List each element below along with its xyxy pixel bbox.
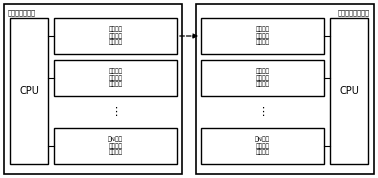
Text: ⋮: ⋮ [110, 107, 121, 117]
Bar [201, 128, 324, 164]
Text: CPU: CPU [19, 86, 39, 96]
Bar [54, 18, 177, 54]
Text: 第N种距
距离无线
通信模块: 第N种距 距离无线 通信模块 [108, 137, 123, 155]
Text: ⋮: ⋮ [257, 107, 268, 117]
Text: 第一种距
距离无线
通信模块: 第一种距 距离无线 通信模块 [108, 27, 122, 45]
Bar [330, 18, 368, 164]
Text: CPU: CPU [339, 86, 359, 96]
Text: 第N种距
距离无线
通信模块: 第N种距 距离无线 通信模块 [255, 137, 270, 155]
Bar [54, 60, 177, 96]
Bar [196, 4, 374, 174]
Text: 第二种距
距离无线
通信模块: 第二种距 距离无线 通信模块 [108, 69, 122, 87]
Text: 第二种距
距离无线
通信模块: 第二种距 距离无线 通信模块 [256, 69, 270, 87]
Bar [4, 4, 182, 174]
Text: 目标无线用户终端: 目标无线用户终端 [338, 10, 370, 16]
Text: 第一种距
距离无线
通信模块: 第一种距 距离无线 通信模块 [256, 27, 270, 45]
Bar [201, 18, 324, 54]
Bar [201, 60, 324, 96]
Text: 源无线用户终端: 源无线用户终端 [8, 10, 36, 16]
Bar [10, 18, 48, 164]
Bar [54, 128, 177, 164]
